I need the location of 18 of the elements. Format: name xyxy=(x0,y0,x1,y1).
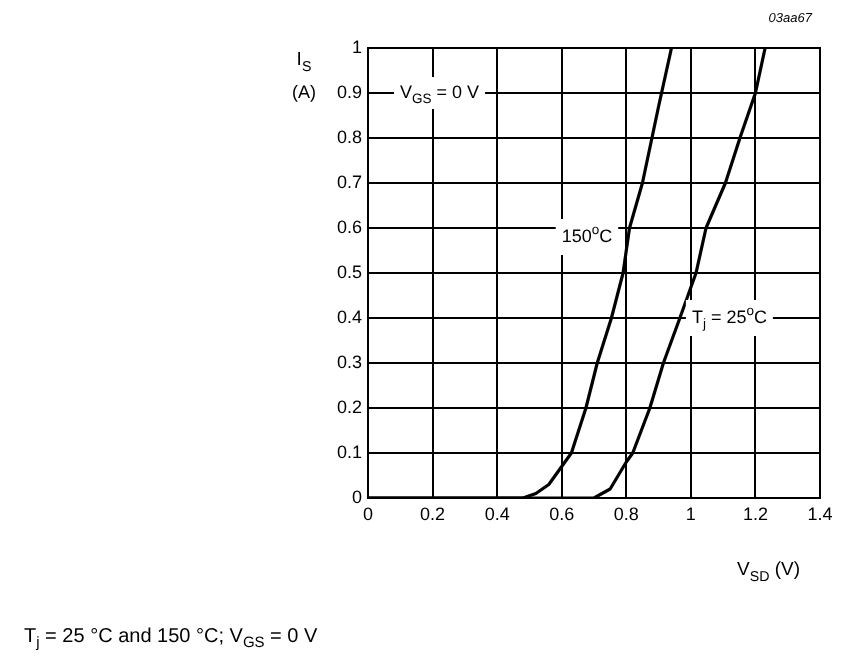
x-tick-label: 1 xyxy=(685,503,696,524)
x-tick-label: 1.2 xyxy=(742,503,768,524)
y-tick-label: 0.7 xyxy=(336,171,362,192)
y-tick-label: 0.4 xyxy=(336,306,362,327)
x-tick-label: 0.8 xyxy=(613,503,639,524)
y-tick-label: 1 xyxy=(351,36,362,57)
y-tick-label: 0.5 xyxy=(336,261,362,282)
x-tick-label: 0.6 xyxy=(549,503,575,524)
x-tick-label: 0.4 xyxy=(484,503,510,524)
y-tick-label: 0 xyxy=(351,486,362,507)
y-tick-label: 0.9 xyxy=(336,81,362,102)
y-tick-label: 0.3 xyxy=(336,351,362,372)
y-tick-label: 0.8 xyxy=(336,126,362,147)
y-tick-label: 0.1 xyxy=(336,441,362,462)
x-tick-label: 0.2 xyxy=(420,503,446,524)
x-tick-label: 1.4 xyxy=(807,503,833,524)
y-tick-label: 0.2 xyxy=(336,396,362,417)
y-tick-label: 0.6 xyxy=(336,216,362,237)
